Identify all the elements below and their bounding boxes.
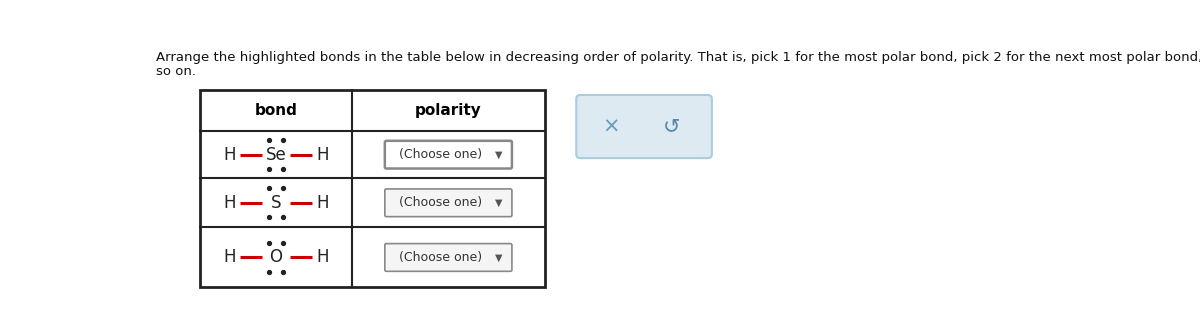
Text: so on.: so on. [156, 65, 197, 78]
Text: Se: Se [265, 146, 287, 164]
Text: (Choose one): (Choose one) [400, 196, 482, 209]
Text: H: H [223, 248, 235, 266]
Text: polarity: polarity [415, 103, 481, 118]
Text: ↺: ↺ [662, 117, 680, 136]
FancyBboxPatch shape [385, 244, 512, 271]
Text: H: H [316, 146, 329, 164]
FancyBboxPatch shape [576, 95, 712, 158]
Bar [200, 90, 545, 288]
Text: ▼: ▼ [496, 198, 503, 208]
Text: S: S [271, 194, 281, 212]
Text: H: H [223, 146, 235, 164]
FancyBboxPatch shape [385, 189, 512, 217]
Text: bond: bond [254, 103, 298, 118]
Text: H: H [223, 194, 235, 212]
Text: Arrange the highlighted bonds in the table below in decreasing order of polarity: Arrange the highlighted bonds in the tab… [156, 51, 1200, 64]
Text: ×: × [602, 117, 620, 136]
Text: (Choose one): (Choose one) [400, 251, 482, 264]
Text: ▼: ▼ [496, 252, 503, 262]
Text: H: H [316, 248, 329, 266]
Text: H: H [316, 194, 329, 212]
Text: (Choose one): (Choose one) [400, 148, 482, 161]
FancyBboxPatch shape [385, 141, 512, 169]
Text: O: O [270, 248, 282, 266]
Text: ▼: ▼ [496, 150, 503, 160]
